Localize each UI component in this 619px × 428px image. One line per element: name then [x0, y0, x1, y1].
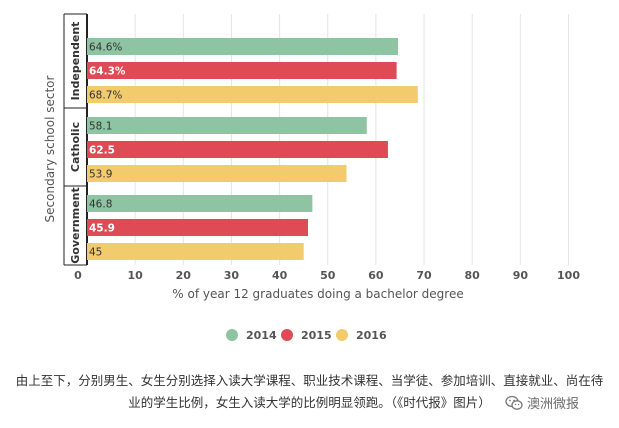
- x-tick-label: 80: [465, 269, 481, 282]
- legend-marker: [226, 329, 238, 341]
- grid-lines: [86, 14, 569, 265]
- legend-marker: [281, 329, 293, 341]
- bar-label: 46.8: [89, 199, 112, 211]
- bar: [87, 86, 418, 103]
- bar-label: 53.9: [89, 169, 112, 181]
- x-tick-label: 100: [557, 269, 580, 282]
- category-label: Catholic: [69, 122, 82, 172]
- bar-label: 45: [89, 247, 102, 259]
- bar: [87, 195, 313, 212]
- x-tick-label: 50: [320, 269, 336, 282]
- bar: [87, 165, 347, 182]
- y-axis-title: Secondary school sector: [43, 76, 57, 223]
- bar: [87, 62, 397, 79]
- watermark-text: 澳洲微报: [527, 397, 580, 412]
- legend-label: 2015: [301, 329, 332, 342]
- bar-label: 62.5: [89, 145, 115, 157]
- x-tick-label: 10: [127, 269, 143, 282]
- legend-marker: [336, 329, 348, 341]
- category-label: Independent: [69, 22, 82, 101]
- bar: [87, 219, 309, 236]
- bar-label: 68.7%: [89, 90, 122, 102]
- bar: [87, 243, 304, 260]
- bars: [87, 38, 418, 260]
- bar: [87, 117, 367, 134]
- bar-label: 58.1: [89, 121, 112, 133]
- category-labels: Independent Catholic Government: [69, 22, 82, 264]
- caption: 由上至下，分别男生、女生分别选择入读大学课程、职业技术课程、当学徒、参加培训、直…: [15, 373, 604, 410]
- bar-label: 45.9: [89, 223, 115, 235]
- wechat-icon: [505, 395, 523, 410]
- x-tick-label: 60: [368, 269, 384, 282]
- legend: 2014 2015 2016: [226, 329, 387, 342]
- x-tick-label: 0: [74, 269, 82, 282]
- x-tick-label: 20: [176, 269, 192, 282]
- x-tick-label: 40: [272, 269, 288, 282]
- x-axis-title: % of year 12 graduates doing a bachelor …: [172, 287, 463, 301]
- legend-label: 2016: [356, 329, 387, 342]
- bar-label: 64.3%: [89, 66, 126, 78]
- category-brackets: [63, 13, 87, 266]
- legend-label: 2014: [246, 329, 277, 342]
- bar-chart: 64.6% 64.3% 68.7% 58.1 62.5 53.9 46.8 45.9 45 In…: [43, 13, 580, 342]
- bar: [87, 38, 399, 55]
- x-tick-label: 90: [513, 269, 529, 282]
- x-tick-label: 70: [416, 269, 432, 282]
- x-tick-label: 30: [224, 269, 240, 282]
- watermark: 澳洲微报: [505, 393, 579, 412]
- bar: [87, 141, 388, 158]
- category-label: Government: [69, 187, 82, 263]
- bar-label: 64.6%: [89, 42, 122, 54]
- bar-labels: 64.6% 64.3% 68.7% 58.1 62.5 53.9 46.8 45.9 45: [89, 42, 126, 259]
- x-axis-ticks: 0 10 20 30 40 50 60 70 80 90 100: [74, 269, 580, 282]
